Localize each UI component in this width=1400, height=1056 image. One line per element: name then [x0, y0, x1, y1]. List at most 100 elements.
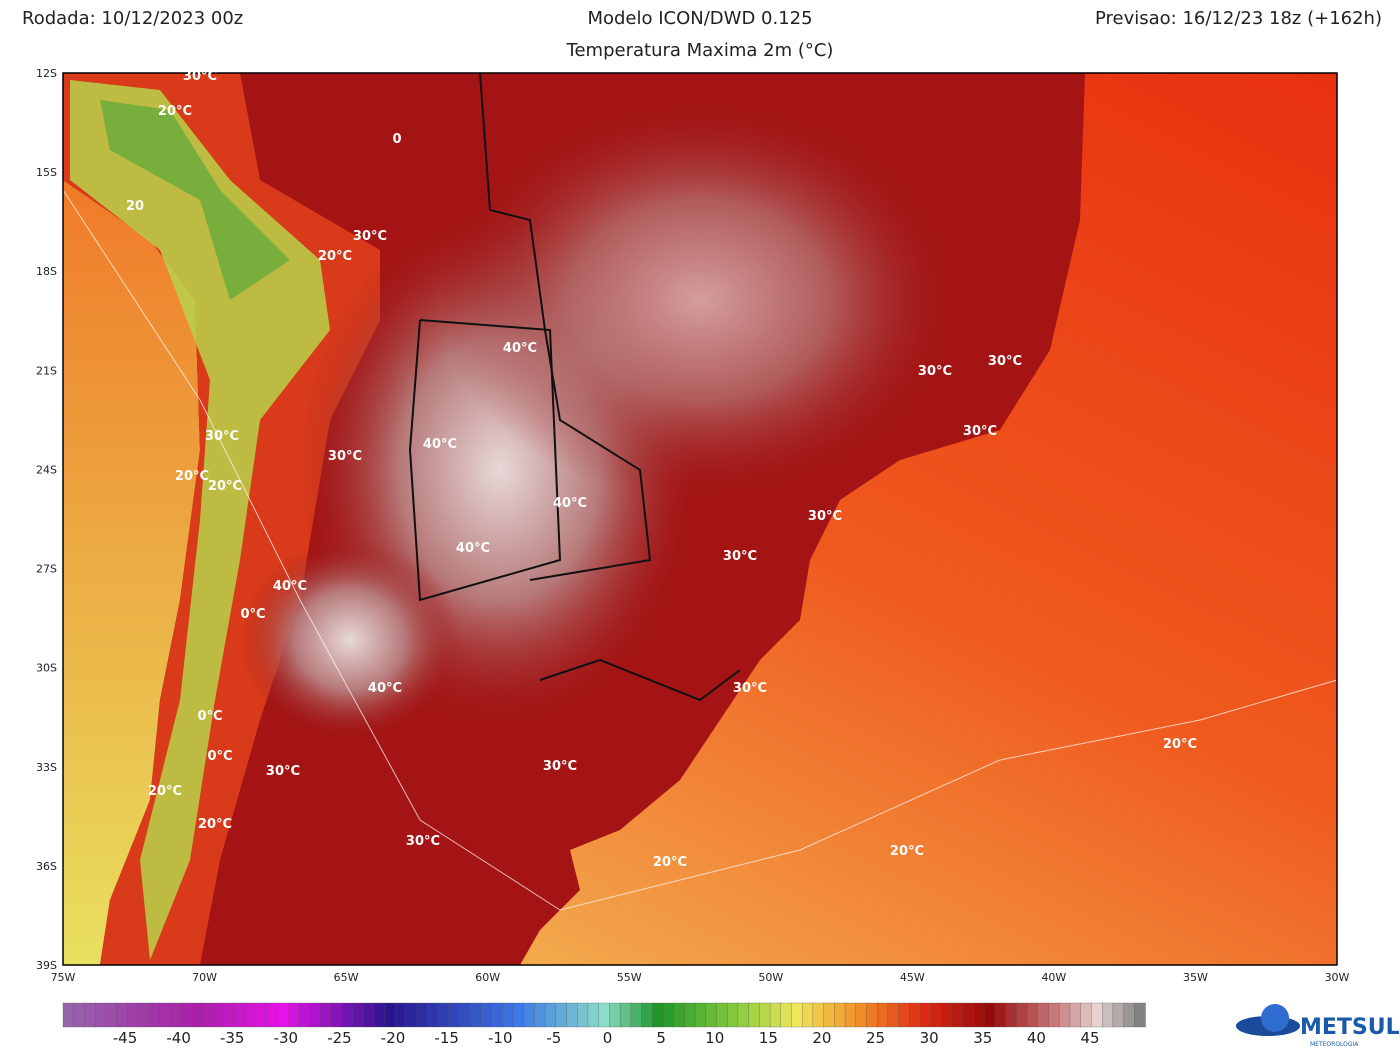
- pacific: [63, 180, 200, 965]
- lon-label: 40W: [1041, 971, 1066, 984]
- heat-south: [240, 540, 460, 740]
- lat-label: 21S: [36, 364, 57, 377]
- colorbar: -45 -40 -35 -30 -25 -20 -15 -10 -5 0 5 10 15 20 25 30 35…: [62, 1002, 1146, 1047]
- contour-label: 30°C: [988, 354, 1022, 369]
- colorbar-cell: [180, 1002, 193, 1028]
- colorbar-cell: [1037, 1002, 1050, 1028]
- colorbar-label: 20: [812, 1029, 831, 1047]
- contour-line: [62, 189, 1338, 911]
- colorbar-cell: [352, 1002, 364, 1028]
- colorbar-cell: [1080, 1002, 1093, 1028]
- contour-label: 20°C: [208, 479, 242, 494]
- colorbar-cell: [727, 1002, 739, 1028]
- colorbar-cell: [169, 1002, 182, 1028]
- contour-label: 30°C: [963, 424, 997, 439]
- colorbar-cell: [137, 1002, 150, 1028]
- andes-high: [100, 100, 290, 300]
- colorbar-cell: [62, 1002, 75, 1028]
- colorbar-cell: [844, 1002, 857, 1028]
- colorbar-cell: [898, 1002, 910, 1028]
- colorbar-cell: [448, 1002, 461, 1028]
- colorbar-label: -15: [434, 1029, 459, 1047]
- heat-north: [440, 100, 960, 500]
- contour-label: 30°C: [406, 834, 440, 849]
- colorbar-cell: [941, 1002, 953, 1028]
- lat-label: 15S: [36, 166, 57, 179]
- colorbar-cell: [116, 1002, 128, 1028]
- colorbar-cell: [405, 1002, 418, 1028]
- colorbar-cell: [223, 1002, 236, 1028]
- colorbar-cell: [684, 1002, 696, 1028]
- colorbar-cell: [330, 1002, 343, 1028]
- logo: METSUL METEOROLOGIA: [1236, 1004, 1400, 1048]
- colorbar-label: -5: [546, 1029, 561, 1047]
- contour-label: 20°C: [653, 855, 687, 870]
- contour-label: 0°C: [207, 749, 232, 764]
- contour-label: 20°C: [175, 469, 209, 484]
- colorbar-cell: [1101, 1002, 1114, 1028]
- border: [408, 319, 562, 602]
- colorbar-cell: [919, 1002, 932, 1028]
- colorbar-label: 10: [705, 1029, 724, 1047]
- colorbar-cell: [705, 1002, 718, 1028]
- colorbar-cell: [962, 1002, 975, 1028]
- colorbar-cell: [748, 1002, 760, 1028]
- lon-label: 70W: [192, 971, 217, 984]
- colorbar-label: -10: [488, 1029, 513, 1047]
- contour-label: 40°C: [503, 341, 537, 356]
- colorbar-cell: [94, 1002, 107, 1028]
- contour-label: 30°C: [723, 549, 757, 564]
- colorbar-cell: [362, 1002, 375, 1028]
- lat-label: 12S: [36, 67, 57, 80]
- colorbar-cell: [469, 1002, 482, 1028]
- colorbar-cell: [587, 1002, 600, 1028]
- colorbar-cell: [127, 1002, 139, 1028]
- colorbar-label: -45: [113, 1029, 138, 1047]
- colorbar-cell: [298, 1002, 311, 1028]
- colorbar-cell: [1005, 1002, 1018, 1028]
- colorbar-cell: [544, 1002, 557, 1028]
- colorbar-cell: [1059, 1002, 1071, 1028]
- colorbar-cell: [780, 1002, 793, 1028]
- colorbar-cell: [652, 1002, 664, 1028]
- colorbar-cell: [769, 1002, 782, 1028]
- colorbar-cell: [866, 1002, 878, 1028]
- colorbar-label: -40: [166, 1029, 191, 1047]
- contour-label: 30°C: [918, 364, 952, 379]
- map: [62, 72, 1338, 966]
- colorbar-cell: [502, 1002, 514, 1028]
- colorbar-cell: [737, 1002, 750, 1028]
- colorbar-cell: [630, 1002, 643, 1028]
- colorbar-cell: [984, 1002, 996, 1028]
- colorbar-cell: [1123, 1002, 1135, 1028]
- border: [479, 72, 652, 581]
- contour-label: 30°C: [733, 681, 767, 696]
- colorbar-cell: [191, 1002, 203, 1028]
- colorbar-cell: [1134, 1002, 1146, 1028]
- colorbar-cell: [202, 1002, 214, 1028]
- colorbar-cell: [716, 1002, 728, 1028]
- contour-label: 20°C: [158, 104, 192, 119]
- colorbar-cell: [309, 1002, 321, 1028]
- colorbar-label: 35: [973, 1029, 992, 1047]
- colorbar-cell: [823, 1002, 835, 1028]
- colorbar-cell: [534, 1002, 546, 1028]
- colorbar-cell: [73, 1002, 86, 1028]
- colorbar-label: 15: [759, 1029, 778, 1047]
- andes: [70, 80, 330, 960]
- logo-subtitle: METEOROLOGIA: [1310, 1041, 1359, 1048]
- contour-label: 30°C: [353, 229, 387, 244]
- colorbar-cell: [887, 1002, 900, 1028]
- colorbar-label: -20: [381, 1029, 406, 1047]
- lon-label: 35W: [1183, 971, 1208, 984]
- contour-label: 30°C: [266, 764, 300, 779]
- contour-label: 20°C: [890, 844, 924, 859]
- colorbar-cell: [266, 1002, 278, 1028]
- colorbar-cell: [1016, 1002, 1028, 1028]
- forecast-label: Previsao: 16/12/23 18z (+162h): [1095, 8, 1382, 29]
- colorbar-cell: [341, 1002, 353, 1028]
- contour-label: 0°C: [240, 607, 265, 622]
- colorbar-cell: [159, 1002, 171, 1028]
